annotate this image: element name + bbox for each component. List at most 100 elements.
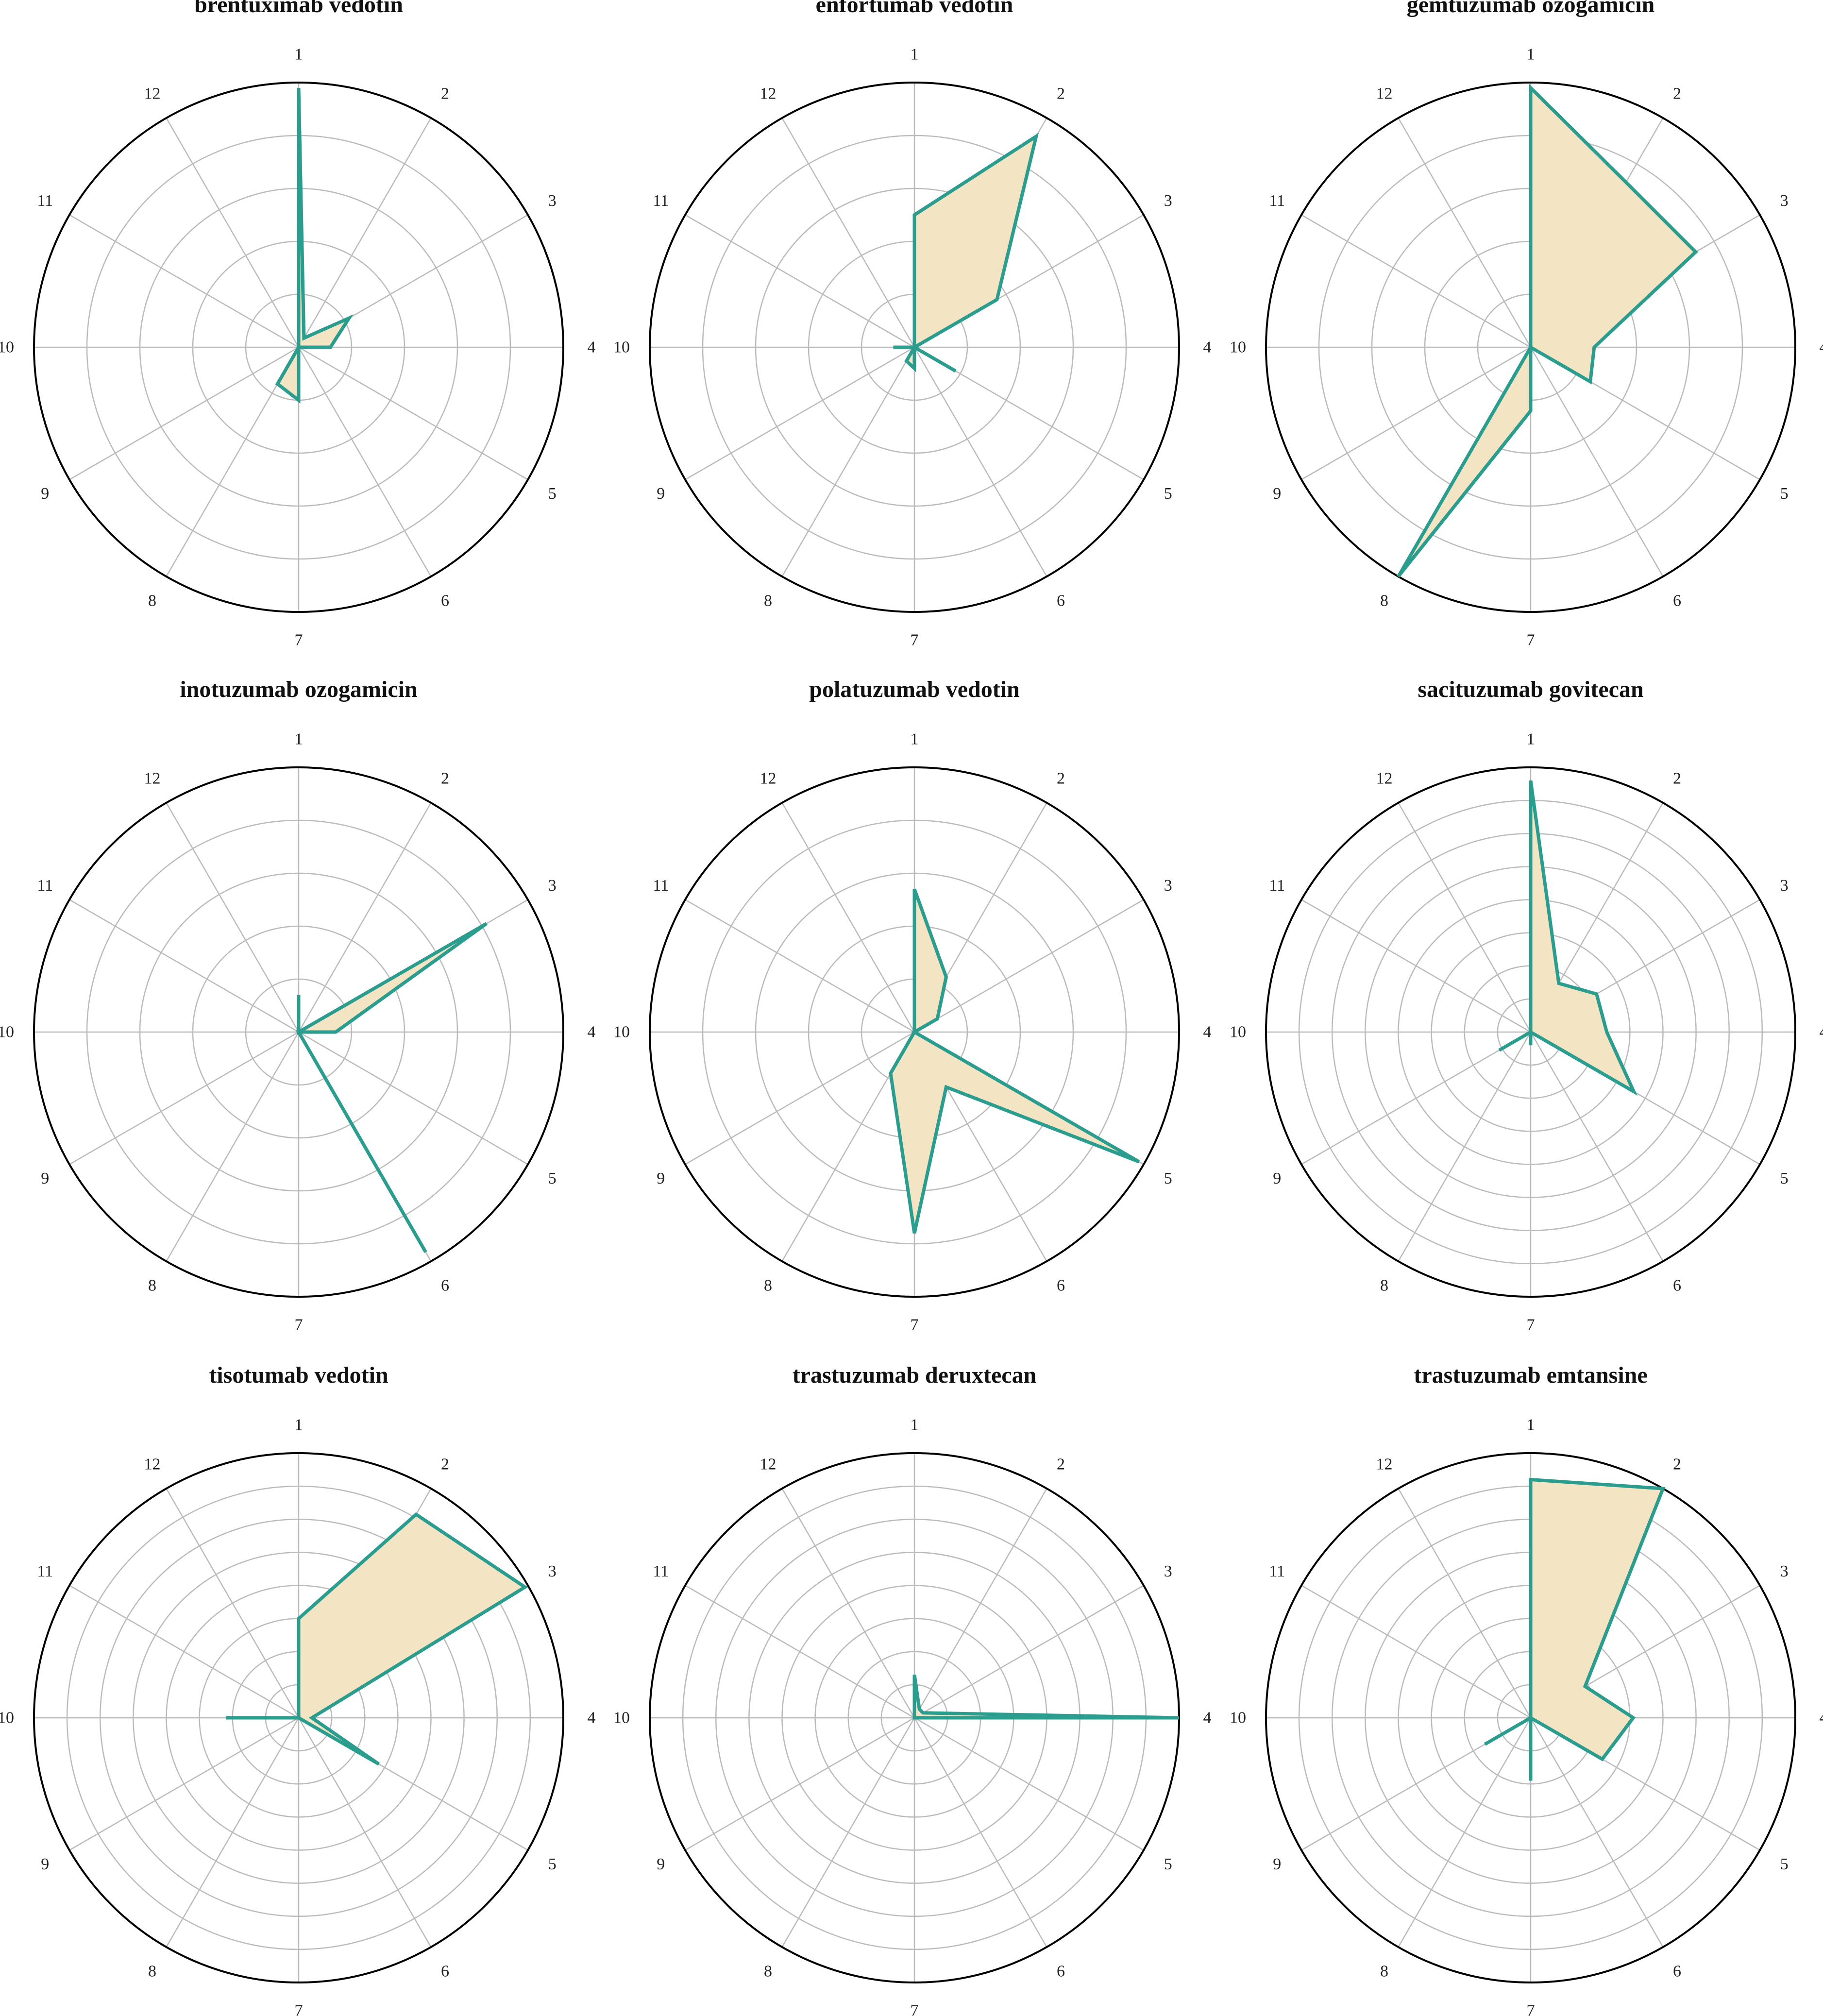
grid-spoke bbox=[781, 118, 915, 348]
spoke-label: 6 bbox=[1057, 1277, 1065, 1295]
grid-spoke bbox=[166, 118, 300, 348]
grid-spoke bbox=[166, 802, 300, 1033]
grid-spoke bbox=[1530, 1717, 1664, 1948]
polar-frame bbox=[1265, 766, 1796, 1298]
grid-spoke bbox=[1301, 1585, 1531, 1719]
spoke-label: 7 bbox=[295, 2002, 303, 2016]
grid-spoke bbox=[781, 1717, 915, 1948]
spoke-label: 11 bbox=[37, 1562, 53, 1580]
spoke-label: 2 bbox=[441, 85, 449, 102]
spoke-label: 5 bbox=[548, 485, 557, 503]
spoke-label: 1 bbox=[295, 730, 303, 748]
spoke-label: 9 bbox=[1273, 485, 1281, 503]
spoke-label: 2 bbox=[1057, 769, 1065, 787]
spoke-label: 6 bbox=[1673, 1963, 1681, 1981]
grid-spoke bbox=[166, 347, 300, 577]
spoke-label: 3 bbox=[548, 877, 557, 895]
grid-spoke bbox=[913, 347, 1047, 577]
spoke-label: 1 bbox=[295, 1416, 303, 1434]
spoke-label: 2 bbox=[441, 1455, 449, 1473]
spoke-label: 5 bbox=[1164, 485, 1172, 503]
polar-frame bbox=[33, 766, 564, 1298]
spoke-label: 4 bbox=[1203, 1023, 1212, 1041]
spoke-label: 4 bbox=[588, 339, 596, 356]
chart-title: tisotumab vedotin bbox=[209, 1362, 388, 1388]
spoke-label: 1 bbox=[295, 46, 303, 64]
spoke-label: 5 bbox=[548, 1855, 557, 1873]
radar-chart-5: 123456789101112sacituzumab govitecan bbox=[1230, 677, 1823, 1334]
grid-spoke bbox=[913, 1717, 1047, 1948]
chart-title: sacituzumab govitecan bbox=[1418, 677, 1643, 702]
grid-spoke bbox=[1398, 1488, 1532, 1718]
radar-series-polygon bbox=[893, 133, 1039, 373]
spoke-label: 6 bbox=[1673, 1277, 1681, 1295]
spoke-label: 12 bbox=[144, 769, 161, 787]
chart-title: polatuzumab vedotin bbox=[809, 677, 1019, 702]
spoke-label: 6 bbox=[1057, 1963, 1065, 1981]
spoke-label: 10 bbox=[0, 1023, 14, 1041]
grid-spoke bbox=[298, 347, 432, 577]
spoke-label: 8 bbox=[764, 1277, 772, 1295]
radar-series-polygon bbox=[889, 888, 1140, 1234]
spoke-label: 3 bbox=[548, 1562, 557, 1580]
spoke-label: 11 bbox=[1269, 1562, 1285, 1580]
spoke-label: 8 bbox=[148, 1277, 156, 1295]
grid-spoke bbox=[69, 1717, 299, 1851]
spoke-label: 10 bbox=[0, 339, 14, 356]
grid-spoke bbox=[685, 899, 915, 1033]
spoke-label: 3 bbox=[1780, 1562, 1789, 1580]
spoke-label: 6 bbox=[441, 1963, 449, 1981]
spoke-label: 9 bbox=[1273, 1855, 1281, 1873]
spoke-label: 1 bbox=[911, 730, 919, 748]
spoke-label: 8 bbox=[148, 1963, 156, 1981]
spoke-label: 2 bbox=[1057, 85, 1065, 102]
grid-spoke bbox=[781, 802, 915, 1033]
grid-spoke bbox=[298, 1717, 432, 1948]
spoke-label: 2 bbox=[1057, 1455, 1065, 1473]
spoke-label: 11 bbox=[653, 192, 669, 210]
grid-spoke bbox=[166, 1717, 300, 1948]
spoke-label: 8 bbox=[1380, 1963, 1388, 1981]
grid-spoke bbox=[685, 1717, 915, 1851]
spoke-label: 9 bbox=[657, 1855, 665, 1873]
grid-spoke bbox=[914, 1717, 1144, 1851]
spoke-label: 2 bbox=[441, 769, 449, 787]
chart-title: brentuximab vedotin bbox=[194, 0, 403, 17]
polar-frame bbox=[1265, 1452, 1796, 1983]
spoke-label: 4 bbox=[1820, 1709, 1823, 1727]
spoke-label: 2 bbox=[1673, 769, 1681, 787]
grid-spoke bbox=[69, 1585, 299, 1719]
grid-spoke bbox=[781, 1488, 915, 1718]
spoke-label: 11 bbox=[37, 877, 53, 895]
radar-series-polygon bbox=[295, 922, 488, 1253]
spoke-label: 11 bbox=[1269, 877, 1285, 895]
spoke-label: 9 bbox=[41, 1169, 49, 1187]
polar-frame bbox=[33, 82, 564, 613]
spoke-label: 9 bbox=[41, 1855, 49, 1873]
spoke-label: 10 bbox=[1230, 1709, 1246, 1727]
spoke-label: 6 bbox=[1673, 592, 1681, 610]
spoke-label: 4 bbox=[1203, 1709, 1212, 1727]
grid-spoke bbox=[685, 1031, 915, 1165]
spoke-label: 6 bbox=[441, 1277, 449, 1295]
grid-spoke bbox=[1398, 118, 1532, 348]
spoke-label: 4 bbox=[1820, 1023, 1823, 1041]
grid-spoke bbox=[781, 347, 915, 577]
grid-spoke bbox=[298, 802, 432, 1033]
grid-spoke bbox=[1301, 1031, 1531, 1165]
spoke-label: 8 bbox=[1380, 592, 1388, 610]
radar-chart-2: 123456789101112gemtuzumab ozogamicin bbox=[1230, 0, 1823, 649]
grid-spoke bbox=[1398, 1717, 1532, 1948]
spoke-label: 11 bbox=[653, 877, 669, 895]
radar-series-polygon bbox=[226, 1512, 528, 1766]
chart-title: trastuzumab emtansine bbox=[1414, 1362, 1647, 1388]
grid-spoke bbox=[1301, 346, 1531, 480]
grid-spoke bbox=[1530, 1032, 1664, 1262]
spoke-label: 2 bbox=[1673, 1455, 1681, 1473]
spoke-label: 10 bbox=[613, 1709, 630, 1727]
spoke-label: 3 bbox=[1164, 192, 1172, 210]
grid-spoke bbox=[166, 1488, 300, 1718]
grid-spoke bbox=[914, 899, 1144, 1033]
